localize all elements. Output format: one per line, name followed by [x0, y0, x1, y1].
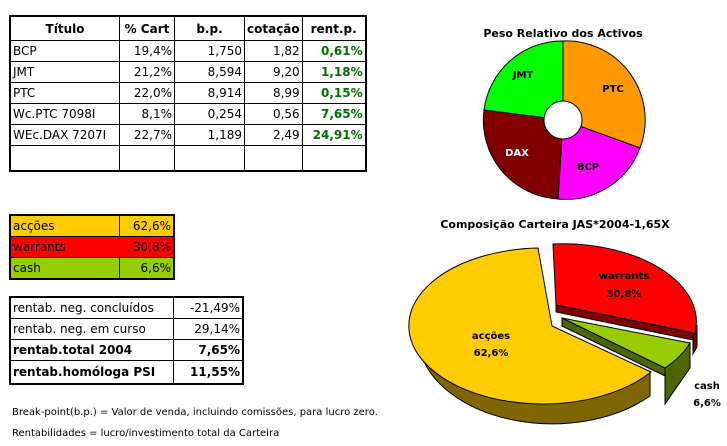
note-breakpoint: Break-point(b.p.) = Valor de venda, incl…: [12, 407, 378, 418]
cell-cotacao: 0,56: [244, 103, 303, 125]
performance-value: 11,55%: [173, 360, 244, 385]
table-row: WEc.DAX 7207I 22,7% 1,189 2,49 24,91%: [9, 124, 367, 146]
value-cash: 6,6%: [693, 398, 721, 409]
allocation-label: cash: [9, 257, 120, 280]
table-row: BCP 19,4% 1,750 1,82 0,61%: [9, 40, 367, 62]
cell-titulo: PTC: [9, 82, 120, 104]
cell-titulo: WEc.DAX 7207I: [9, 124, 120, 146]
header-bp: b.p.: [174, 15, 245, 41]
cell-cotacao: 9,20: [244, 61, 303, 83]
performance-row: rentab.homóloga PSI 11,55%: [9, 360, 244, 385]
slice-ptc: [562, 40, 646, 149]
performance-row: rentab.total 2004 7,65%: [9, 339, 244, 361]
cell-cotacao: 1,82: [244, 40, 303, 62]
value-warrants: 30,8%: [607, 289, 642, 300]
slice-cash: [561, 317, 691, 369]
allocation-value: 62,6%: [119, 214, 175, 237]
performance-value: 7,65%: [173, 339, 244, 361]
allocation-label: warrants: [9, 236, 120, 258]
allocation-value: 6,6%: [119, 257, 175, 280]
performance-label: rentab.total 2004: [9, 339, 174, 361]
cell-bp: 1,189: [174, 124, 245, 146]
label-dax: DAX: [505, 148, 529, 159]
slice-bcp: [557, 119, 641, 200]
header-pct-cart: % Cart: [119, 15, 175, 41]
cell-rent: 0,61%: [301, 40, 367, 62]
donut-title: Peso Relativo dos Activos: [483, 27, 643, 40]
slice-dax: [482, 109, 564, 200]
performance-label: rentab.homóloga PSI: [9, 360, 174, 385]
cell-rent: 7,65%: [301, 103, 367, 125]
label-bcp: BCP: [577, 162, 599, 173]
pie3d-chart: Composição Carteira JAS*2004-1,65X warra…: [408, 218, 721, 425]
slice-jmt: [483, 40, 564, 121]
performance-table: rentab. neg. concluídos -21,49% rentab. …: [9, 296, 244, 385]
table-row: Wc.PTC 7098I 8,1% 0,254 0,56 7,65%: [9, 103, 367, 125]
performance-value: 29,14%: [173, 318, 244, 340]
cell-pct-cart: 19,4%: [119, 40, 175, 62]
allocation-value: 30,8%: [119, 236, 175, 258]
donut-hole: [543, 100, 583, 140]
allocation-table: acções 62,6% warrants 30,8% cash 6,6%: [9, 214, 175, 280]
label-ptc: PTC: [602, 84, 624, 95]
label-jmt: JMT: [512, 70, 534, 81]
donut-chart: Peso Relativo dos Activos JMT PTC DAX BC…: [482, 27, 646, 200]
cell-rent: 24,91%: [301, 124, 367, 146]
label-accoes: acções: [472, 331, 510, 342]
cell-pct-cart: 22,7%: [119, 124, 175, 146]
label-warrants: warrants: [599, 271, 649, 282]
table-row-empty: [9, 145, 367, 172]
pie3d-title: Composição Carteira JAS*2004-1,65X: [440, 218, 670, 231]
allocation-row: warrants 30,8%: [9, 236, 175, 258]
performance-value: -21,49%: [173, 296, 244, 319]
slice-warrants: [552, 243, 697, 334]
cell-rent: 1,18%: [301, 61, 367, 83]
note-rentabilidades: Rentabilidades = lucro/investimento tota…: [12, 428, 280, 439]
slice-accoes: [408, 247, 652, 405]
holdings-header-row: Título % Cart b.p. cotação rent.p.: [9, 15, 367, 41]
cell-bp: 0,254: [174, 103, 245, 125]
cell-bp: 1,750: [174, 40, 245, 62]
value-accoes: 62,6%: [474, 348, 509, 359]
allocation-row: cash 6,6%: [9, 257, 175, 280]
performance-row: rentab. neg. concluídos -21,49%: [9, 296, 244, 319]
cell-cotacao: 2,49: [244, 124, 303, 146]
holdings-table: Título % Cart b.p. cotação rent.p. BCP 1…: [9, 15, 367, 172]
label-cash: cash: [694, 381, 720, 392]
allocation-row: acções 62,6%: [9, 214, 175, 237]
cell-pct-cart: 8,1%: [119, 103, 175, 125]
